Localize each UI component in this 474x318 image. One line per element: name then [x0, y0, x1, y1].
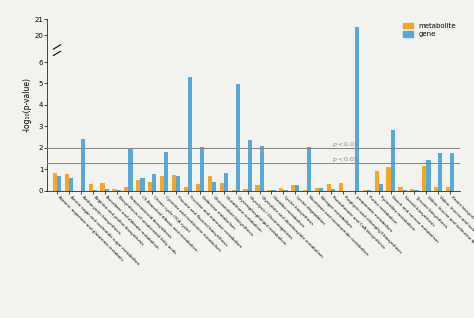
Bar [391, 130, 395, 191]
Bar [291, 185, 295, 191]
Text: $p < 0.05$: $p < 0.05$ [332, 155, 359, 164]
Bar [69, 178, 73, 191]
Bar [379, 184, 383, 191]
Bar [363, 190, 367, 191]
Bar [128, 149, 133, 191]
Bar [402, 190, 407, 191]
Bar [355, 27, 359, 191]
Bar [231, 190, 236, 191]
Bar [343, 191, 347, 245]
Bar [188, 77, 192, 191]
Bar [450, 153, 455, 191]
Bar [267, 190, 272, 191]
Bar [89, 184, 93, 191]
Bar [105, 189, 109, 191]
Bar [219, 183, 224, 191]
Bar [148, 182, 152, 191]
Bar [303, 190, 307, 191]
Bar [164, 152, 168, 191]
Bar [93, 190, 97, 191]
Bar [410, 189, 414, 191]
Bar [295, 185, 300, 191]
Bar [367, 190, 371, 191]
Bar [414, 190, 419, 191]
Bar [427, 160, 430, 191]
Legend: metabolite, gene: metabolite, gene [403, 23, 456, 38]
Bar [422, 166, 427, 191]
Bar [244, 189, 247, 191]
Bar [255, 185, 260, 191]
Bar [124, 186, 128, 191]
Bar [112, 189, 117, 191]
Bar [184, 186, 188, 191]
Bar [307, 147, 311, 191]
Text: $p < 0.01$: $p < 0.01$ [332, 140, 359, 149]
Bar [247, 140, 252, 191]
Bar [331, 189, 335, 191]
Bar [438, 153, 443, 191]
Bar [140, 178, 145, 191]
Bar [212, 182, 216, 191]
Bar [236, 84, 240, 191]
Bar [446, 186, 450, 191]
Bar [272, 190, 276, 191]
Bar [136, 180, 140, 191]
Bar [374, 171, 379, 191]
Bar [117, 190, 121, 191]
Bar [327, 184, 331, 191]
Bar [152, 174, 156, 191]
Bar [434, 186, 438, 191]
Bar [319, 188, 323, 191]
Bar [200, 147, 204, 191]
Bar [315, 188, 319, 191]
Bar [196, 184, 200, 191]
Bar [399, 186, 402, 191]
Bar [64, 174, 69, 191]
Bar [386, 167, 391, 191]
Y-axis label: -log₁₀(p-value): -log₁₀(p-value) [23, 78, 32, 132]
Bar [208, 176, 212, 191]
Bar [279, 188, 283, 191]
Bar [53, 173, 57, 191]
Bar [339, 183, 343, 191]
Bar [57, 176, 61, 191]
Bar [81, 139, 85, 191]
Bar [224, 173, 228, 191]
Bar [100, 183, 105, 191]
Bar [176, 176, 180, 191]
Bar [283, 190, 288, 191]
Bar [160, 176, 164, 191]
Bar [260, 146, 264, 191]
Bar [172, 175, 176, 191]
